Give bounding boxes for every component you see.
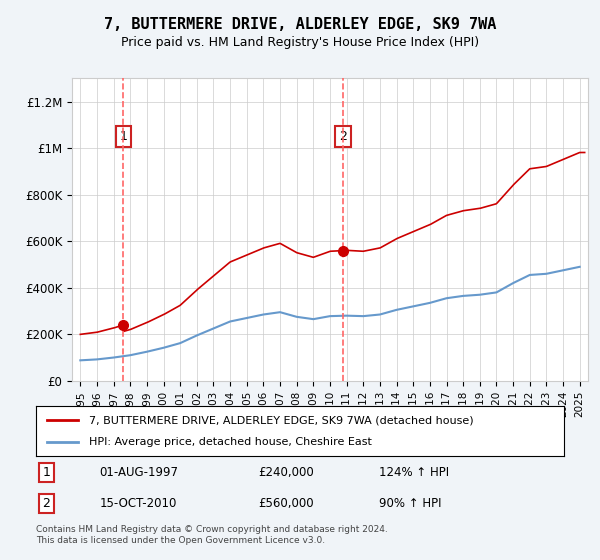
Text: 1: 1 [43,466,50,479]
Text: 2: 2 [339,130,347,143]
Text: 1: 1 [119,130,127,143]
Text: 7, BUTTERMERE DRIVE, ALDERLEY EDGE, SK9 7WA: 7, BUTTERMERE DRIVE, ALDERLEY EDGE, SK9 … [104,17,496,32]
Text: 90% ↑ HPI: 90% ↑ HPI [379,497,442,510]
Text: Contains HM Land Registry data © Crown copyright and database right 2024.
This d: Contains HM Land Registry data © Crown c… [36,525,388,545]
Text: 124% ↑ HPI: 124% ↑ HPI [379,466,449,479]
Text: 15-OCT-2010: 15-OCT-2010 [100,497,177,510]
Text: 01-AUG-1997: 01-AUG-1997 [100,466,178,479]
Text: 7, BUTTERMERE DRIVE, ALDERLEY EDGE, SK9 7WA (detached house): 7, BUTTERMERE DRIVE, ALDERLEY EDGE, SK9 … [89,415,473,425]
Text: £240,000: £240,000 [258,466,314,479]
Text: Price paid vs. HM Land Registry's House Price Index (HPI): Price paid vs. HM Land Registry's House … [121,36,479,49]
Text: 2: 2 [43,497,50,510]
Text: £560,000: £560,000 [258,497,313,510]
Text: HPI: Average price, detached house, Cheshire East: HPI: Average price, detached house, Ches… [89,437,371,447]
